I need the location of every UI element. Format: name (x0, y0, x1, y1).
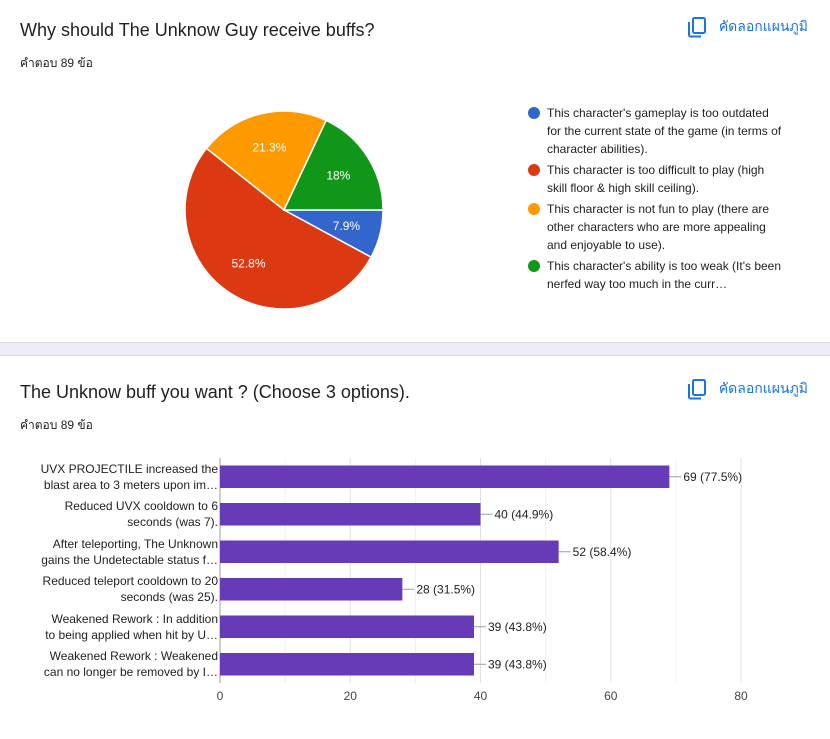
bar[interactable] (220, 540, 559, 564)
bar[interactable] (220, 503, 481, 526)
bar-value-label: 40 (44.9%) (495, 507, 554, 521)
copy-chart-label: คัดลอกแผนภูมิ (718, 18, 808, 34)
legend-swatch (528, 203, 540, 215)
question-title: The Unknow buff you want ? (Choose 3 opt… (20, 382, 410, 402)
copy-chart-button[interactable]: คัดลอกแผนภูมิ (687, 378, 808, 400)
legend-item[interactable]: This character is not fun to play (there… (528, 200, 788, 254)
x-tick-label: 40 (474, 689, 488, 703)
response-count: คำตอบ 89 ข้อ (20, 56, 93, 70)
pie-slice[interactable] (184, 147, 373, 310)
pie-slice[interactable] (282, 119, 384, 211)
section-divider (0, 342, 830, 356)
slice-value-label: 7.9% (333, 219, 361, 233)
copy-chart-button[interactable]: คัดลอกแผนภูมิ (687, 16, 808, 38)
legend-label: This character is not fun to play (there… (547, 202, 770, 252)
x-tick-label: 80 (734, 689, 748, 703)
bar-value-label: 39 (43.8%) (488, 657, 547, 671)
bar[interactable] (220, 578, 403, 601)
x-tick-label: 0 (217, 689, 224, 703)
legend-swatch (528, 164, 540, 176)
bar[interactable] (220, 615, 474, 639)
legend-swatch (528, 107, 540, 119)
legend-item[interactable]: This character is too difficult to play … (528, 161, 788, 197)
slice-value-label: 21.3% (252, 140, 286, 154)
bar-value-label: 69 (77.5%) (683, 470, 742, 484)
legend-swatch (528, 260, 540, 272)
copy-chart-label: คัดลอกแผนภูมิ (718, 380, 808, 396)
copy-icon (687, 378, 707, 400)
response-count: คำตอบ 89 ข้อ (20, 418, 93, 432)
category-label: Reduced teleport cooldown to 20 seconds … (42, 574, 218, 605)
legend-item[interactable]: This character's gameplay is too outdate… (528, 104, 788, 158)
question-card-2: The Unknow buff you want ? (Choose 3 opt… (0, 356, 830, 739)
x-tick-label: 20 (344, 689, 358, 703)
bar-value-label: 28 (31.5%) (416, 582, 475, 596)
legend-label: This character's gameplay is too outdate… (547, 106, 782, 156)
category-label: Weakened Rework : In addition to being a… (45, 611, 218, 642)
bar-value-label: 52 (58.4%) (573, 545, 632, 559)
pie-chart: 7.9% 52.8% 21.3% 18% (184, 110, 384, 310)
copy-icon (687, 16, 707, 38)
pie-legend: This character's gameplay is too outdate… (528, 104, 788, 296)
legend-label: This character's ability is too weak (It… (547, 259, 782, 291)
pie-slice[interactable] (205, 110, 328, 212)
question-card-1: Why should The Unknow Guy receive buffs?… (0, 0, 830, 342)
x-tick-label: 60 (604, 689, 618, 703)
legend-label: This character is too difficult to play … (547, 163, 765, 195)
category-label: Reduced UVX cooldown to 6 seconds (was 7… (64, 499, 218, 530)
bar[interactable] (220, 653, 474, 676)
bar-value-label: 39 (43.8%) (488, 620, 547, 634)
bar-chart: 0 20 40 60 80 69 (77.5%) 40 (44.9%) 52 (58.4%) 2… (217, 458, 748, 703)
slice-value-label: 18% (326, 169, 350, 183)
slice-value-label: 52.8% (231, 257, 265, 271)
bar[interactable] (220, 465, 670, 489)
category-label: UVX PROJECTILE increased the blast area … (40, 461, 218, 492)
category-label: Weakened Rework : Weakened can no longer… (43, 649, 218, 680)
category-label: After teleporting, The Unknown gains the… (41, 536, 218, 567)
legend-item[interactable]: This character's ability is too weak (It… (528, 257, 788, 293)
question-title: Why should The Unknow Guy receive buffs? (20, 20, 375, 40)
